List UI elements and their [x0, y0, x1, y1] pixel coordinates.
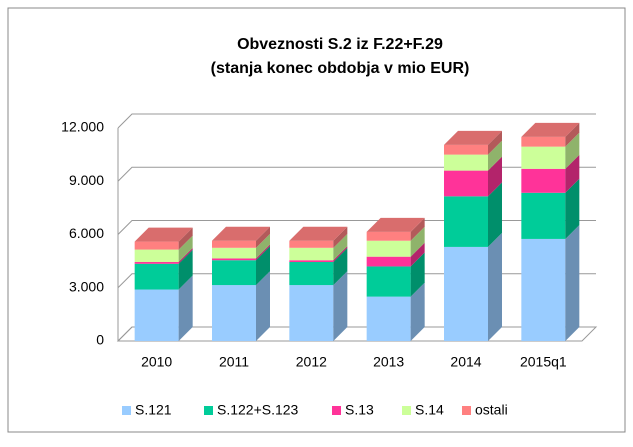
- bar-segment-side: [565, 132, 580, 169]
- bar-segment: [444, 170, 488, 197]
- bar-top: [134, 227, 193, 242]
- x-tick-label: 2010: [141, 354, 172, 370]
- bar-segment: [521, 238, 566, 341]
- bar-segment-side: [488, 130, 502, 155]
- grid-line: [117, 220, 596, 235]
- y-tick-label: 6.000: [69, 225, 104, 241]
- legend-label: S.13: [345, 402, 374, 418]
- bar-segment: [212, 285, 256, 341]
- bar-segment-side: [178, 227, 193, 250]
- bar-segment-side: [178, 248, 193, 264]
- bar-top: [289, 226, 348, 241]
- grid-line: [117, 273, 596, 289]
- bar-segment-side: [256, 271, 270, 341]
- bar-top: [366, 217, 425, 232]
- bar-segment: [521, 192, 566, 239]
- y-tick-label: 0: [96, 332, 104, 348]
- bar-segment-side: [256, 246, 270, 286]
- legend-swatch: [332, 406, 341, 415]
- bar-top: [444, 130, 502, 145]
- bar-segment: [134, 241, 179, 250]
- bar-segment-side: [333, 271, 348, 341]
- bar-segment: [366, 296, 411, 341]
- bar-segment-side: [333, 248, 348, 286]
- bar-segment-side: [333, 246, 348, 263]
- bar-segment-side: [488, 232, 502, 341]
- legend-label: S.14: [415, 402, 444, 418]
- bar-top: [521, 122, 580, 137]
- bar-segment: [444, 154, 488, 171]
- x-tick-label: 2013: [373, 354, 404, 370]
- bar-segment: [366, 231, 411, 241]
- legend-label: ostali: [475, 402, 508, 418]
- bar-segment: [212, 260, 256, 286]
- legend-swatch: [402, 406, 411, 415]
- x-tick-label: 2015q1: [520, 354, 567, 370]
- bar-segment-side: [488, 156, 502, 197]
- bar-segment-side: [488, 182, 502, 247]
- legend-swatch: [204, 406, 213, 415]
- bar-segment-side: [256, 244, 270, 261]
- x-tick-label: 2012: [296, 354, 327, 370]
- chart-subtitle: (stanja konec obdobja v mio EUR): [211, 60, 470, 77]
- bar-segment: [289, 285, 334, 341]
- bar-segment-side: [565, 122, 580, 147]
- bar-segment: [521, 168, 566, 193]
- bar-segment-side: [410, 242, 425, 267]
- bar-segment-side: [565, 178, 580, 239]
- bar-segment: [134, 262, 179, 264]
- bar-segment: [521, 136, 566, 147]
- bar-top: [212, 226, 270, 241]
- bar-segment-side: [410, 226, 425, 257]
- legend-swatch: [122, 406, 131, 415]
- bar-segment: [366, 266, 411, 297]
- x-tick-label: 2014: [450, 354, 481, 370]
- bar-segment-side: [488, 140, 502, 171]
- bar-segment-side: [565, 154, 580, 193]
- bar-segment: [289, 262, 334, 286]
- x-tick-label: 2011: [219, 354, 249, 370]
- legend-label: S.121: [135, 402, 172, 418]
- bar-segment: [212, 240, 256, 248]
- y-tick-label: 3.000: [69, 278, 104, 294]
- bar-segment-side: [333, 226, 348, 248]
- legend-swatch: [462, 406, 471, 415]
- bar-segment: [134, 289, 179, 341]
- bar-segment-side: [410, 282, 425, 341]
- bar-segment: [521, 146, 566, 169]
- bar-segment-side: [256, 233, 270, 259]
- bar-segment: [134, 249, 179, 263]
- bar-segment-side: [178, 235, 193, 263]
- bar-segment-side: [410, 217, 425, 241]
- y-tick-label: 9.000: [69, 172, 104, 188]
- bar-segment: [289, 260, 334, 263]
- bar-segment: [212, 258, 256, 261]
- grid-line: [117, 326, 596, 342]
- bar-segment-side: [256, 226, 270, 248]
- bar-segment: [366, 240, 411, 257]
- bar-segment: [289, 247, 334, 261]
- bar-segment-side: [333, 233, 348, 261]
- grid-line: [117, 166, 596, 182]
- grid-line: [117, 113, 596, 129]
- bar-segment-side: [565, 224, 580, 341]
- bar-segment: [444, 196, 488, 247]
- bar-segment: [212, 247, 256, 259]
- legend-label: S.122+S.123: [217, 402, 299, 418]
- bar-segment: [444, 246, 488, 341]
- bar-segment: [444, 144, 488, 155]
- bar-segment-side: [178, 275, 193, 341]
- y-tick-label: 12.000: [61, 119, 104, 135]
- bar-segment: [366, 256, 411, 267]
- bar-segment: [134, 263, 179, 290]
- bar-segment: [289, 240, 334, 248]
- chart-title: Obveznosti S.2 iz F.22+F.29: [237, 36, 443, 53]
- bar-segment-side: [410, 252, 425, 297]
- bar-segment-side: [178, 249, 193, 290]
